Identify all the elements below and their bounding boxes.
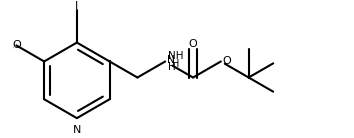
Text: O: O <box>223 56 232 67</box>
Text: O: O <box>12 40 21 50</box>
Text: N: N <box>167 55 175 65</box>
Text: N: N <box>73 125 81 135</box>
Text: I: I <box>75 1 79 11</box>
Text: H: H <box>172 59 179 69</box>
Text: NH
H: NH H <box>168 51 184 72</box>
Text: O: O <box>189 39 198 49</box>
